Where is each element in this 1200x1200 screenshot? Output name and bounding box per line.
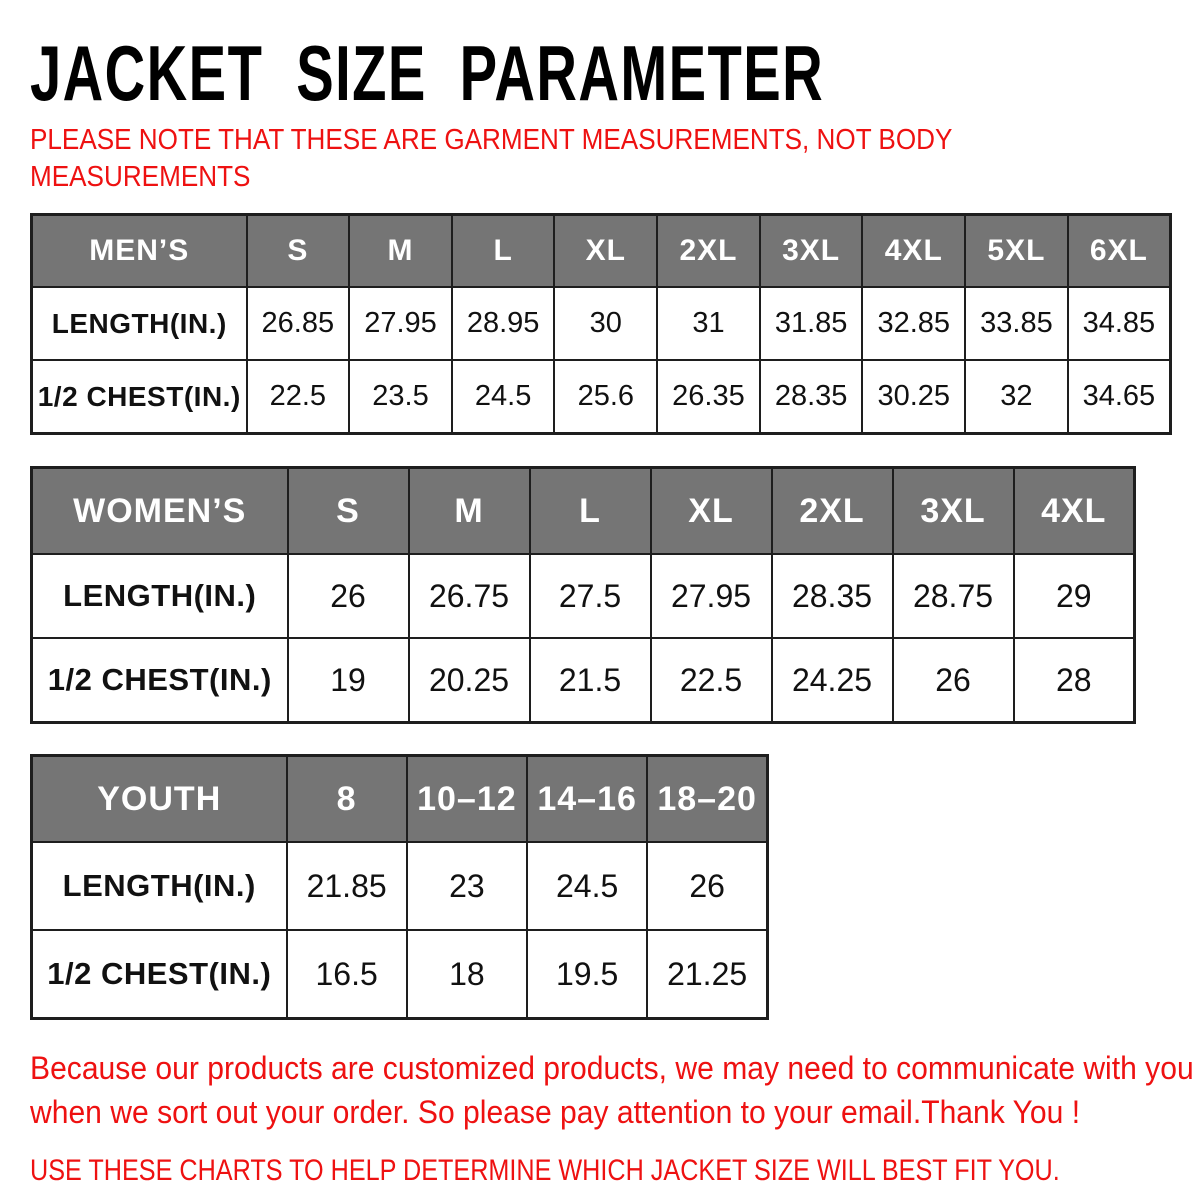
size-value: 18 <box>405 929 529 1020</box>
womens-data-row: 1/2 CHEST(IN.) 19 20.25 21.5 22.5 24.25 26 28 <box>30 637 1136 724</box>
notice-line-2: when we sort out your order. So please p… <box>30 1094 1081 1131</box>
size-value: 31 <box>656 286 761 362</box>
mens-header-row: MEN’S S M L XL 2XL 3XL 4XL 5XL 6XL <box>30 213 1172 289</box>
youth-data-row: LENGTH(IN.) 21.85 23 24.5 26 <box>30 841 769 932</box>
customization-notice: Because our products are customized prod… <box>30 1046 1194 1134</box>
size-value: 26.85 <box>245 286 351 362</box>
measurement-label: LENGTH(IN.) <box>30 841 288 932</box>
mens-size-table-container: MEN’S S M L XL 2XL 3XL 4XL 5XL 6XL LENGTH(IN.) 26.8… <box>30 213 1172 436</box>
youth-size-table: YOUTH 8 10–12 14–16 18–20 LENGTH(IN.) 21.85 23 2… <box>30 754 769 1021</box>
size-value: 24.5 <box>525 841 649 932</box>
size-value: 19.5 <box>525 929 649 1020</box>
mens-size-header: 5XL <box>964 213 1069 289</box>
size-value: 20.25 <box>407 637 531 724</box>
size-value: 19 <box>286 637 410 724</box>
mens-size-table: MEN’S S M L XL 2XL 3XL 4XL 5XL 6XL LENGTH(IN.) 26.8… <box>30 213 1172 436</box>
womens-header-row: WOMEN’S S M L XL 2XL 3XL 4XL <box>30 466 1136 556</box>
womens-size-header: 2XL <box>770 466 894 556</box>
notice-line-1: Because our products are customized prod… <box>30 1050 1194 1087</box>
youth-size-table-container: YOUTH 8 10–12 14–16 18–20 LENGTH(IN.) 21.85 23 2… <box>30 754 1170 1021</box>
size-value: 21.25 <box>646 929 769 1020</box>
size-value: 26.35 <box>656 359 761 435</box>
measurement-label: LENGTH(IN.) <box>30 553 289 640</box>
mens-data-row: LENGTH(IN.) 26.85 27.95 28.95 30 31 31.85 32.85… <box>30 286 1172 362</box>
size-value: 23.5 <box>348 359 453 435</box>
size-value: 29 <box>1012 553 1136 640</box>
mens-size-header: 4XL <box>861 213 967 289</box>
usage-instruction: USE THESE CHARTS TO HELP DETERMINE WHICH… <box>30 1154 1060 1188</box>
size-value: 32 <box>964 359 1069 435</box>
note-line-2: MEASUREMENTS <box>30 160 251 193</box>
size-value: 24.25 <box>770 637 894 724</box>
mens-size-header: 3XL <box>758 213 864 289</box>
youth-size-header: 14–16 <box>525 754 649 844</box>
measurement-label: 1/2 CHEST(IN.) <box>30 929 288 1020</box>
mens-size-header: S <box>245 213 351 289</box>
size-value: 28.95 <box>450 286 556 362</box>
youth-size-header: 18–20 <box>646 754 769 844</box>
womens-size-header: S <box>286 466 410 556</box>
size-value: 26 <box>646 841 769 932</box>
womens-size-table-container: WOMEN’S S M L XL 2XL 3XL 4XL LENGTH(IN.) 26 26.75 2… <box>30 466 1170 725</box>
size-value: 32.85 <box>861 286 967 362</box>
size-value: 21.5 <box>528 637 652 724</box>
size-value: 30.25 <box>861 359 967 435</box>
size-tables-section: MEN’S S M L XL 2XL 3XL 4XL 5XL 6XL LENGTH(IN.) 26.8… <box>30 213 1172 1021</box>
garment-measurement-note: PLEASE NOTE THAT THESE ARE GARMENT MEASU… <box>30 122 1056 195</box>
size-value: 28 <box>1012 637 1136 724</box>
size-value: 21.85 <box>285 841 408 932</box>
size-value: 28.35 <box>770 553 894 640</box>
womens-data-row: LENGTH(IN.) 26 26.75 27.5 27.95 28.35 28.75 29 <box>30 553 1136 640</box>
mens-size-header: XL <box>553 213 659 289</box>
size-value: 28.75 <box>891 553 1015 640</box>
youth-category-header: YOUTH <box>30 754 288 844</box>
mens-size-header: 2XL <box>656 213 761 289</box>
size-value: 22.5 <box>649 637 773 724</box>
size-value: 26.75 <box>407 553 531 640</box>
mens-size-header: 6XL <box>1066 213 1172 289</box>
size-value: 27.95 <box>649 553 773 640</box>
youth-size-header: 8 <box>285 754 408 844</box>
measurement-label: 1/2 CHEST(IN.) <box>30 359 248 435</box>
size-value: 22.5 <box>245 359 351 435</box>
size-value: 31.85 <box>758 286 864 362</box>
mens-data-row: 1/2 CHEST(IN.) 22.5 23.5 24.5 25.6 26.35 28.35… <box>30 359 1172 435</box>
size-value: 26 <box>286 553 410 640</box>
size-value: 16.5 <box>285 929 408 1020</box>
youth-data-row: 1/2 CHEST(IN.) 16.5 18 19.5 21.25 <box>30 929 769 1020</box>
page-title: JACKET SIZE PARAMETER <box>30 29 825 117</box>
measurement-label: LENGTH(IN.) <box>30 286 248 362</box>
womens-size-header: XL <box>649 466 773 556</box>
note-line-1: PLEASE NOTE THAT THESE ARE GARMENT MEASU… <box>30 124 953 156</box>
size-value: 25.6 <box>553 359 659 435</box>
youth-header-row: YOUTH 8 10–12 14–16 18–20 <box>30 754 769 844</box>
womens-size-table: WOMEN’S S M L XL 2XL 3XL 4XL LENGTH(IN.) 26 26.75 2… <box>30 466 1136 725</box>
mens-category-header: MEN’S <box>30 213 248 289</box>
size-value: 27.5 <box>528 553 652 640</box>
mens-size-header: M <box>348 213 453 289</box>
size-value: 24.5 <box>450 359 556 435</box>
womens-size-header: L <box>528 466 652 556</box>
mens-size-header: L <box>450 213 556 289</box>
size-value: 34.65 <box>1066 359 1172 435</box>
youth-size-header: 10–12 <box>405 754 529 844</box>
size-value: 27.95 <box>348 286 453 362</box>
size-value: 28.35 <box>758 359 864 435</box>
size-value: 34.85 <box>1066 286 1172 362</box>
size-value: 23 <box>405 841 529 932</box>
size-value: 26 <box>891 637 1015 724</box>
womens-category-header: WOMEN’S <box>30 466 289 556</box>
measurement-label: 1/2 CHEST(IN.) <box>30 637 289 724</box>
size-value: 30 <box>553 286 659 362</box>
womens-size-header: 4XL <box>1012 466 1136 556</box>
size-value: 33.85 <box>964 286 1069 362</box>
womens-size-header: 3XL <box>891 466 1015 556</box>
womens-size-header: M <box>407 466 531 556</box>
